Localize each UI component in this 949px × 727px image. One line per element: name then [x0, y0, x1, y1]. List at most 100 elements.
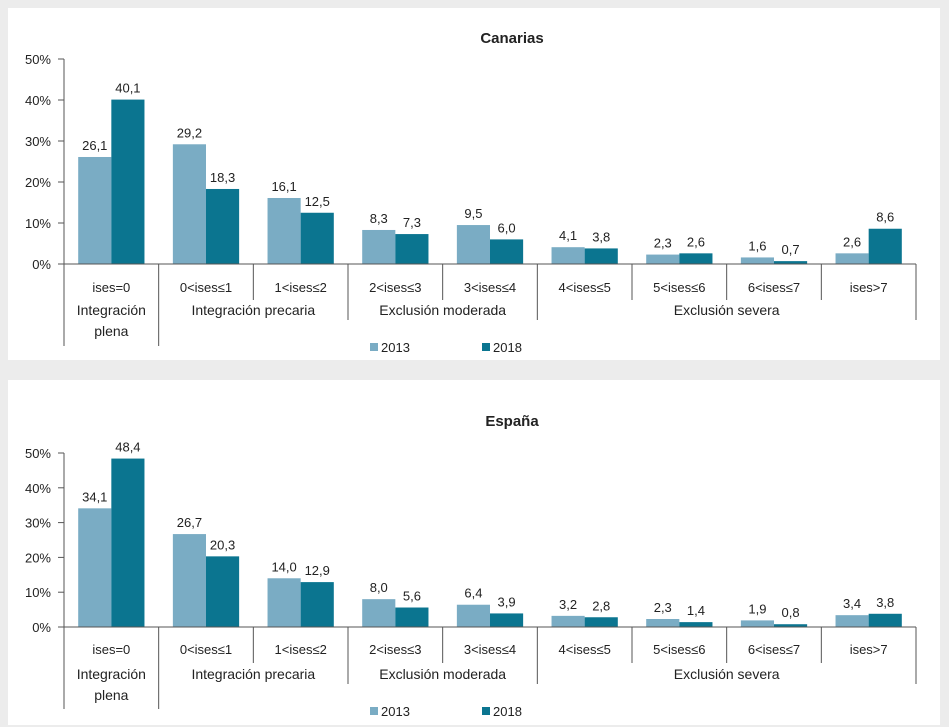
data-label: 26,7 [177, 515, 202, 530]
bar-2018 [584, 248, 618, 264]
group-label-line: plena [94, 687, 128, 703]
data-label: 0,7 [782, 242, 800, 257]
chart-panel-0: Canarias 0% 10% 20% 30% 40% 50% 26,1 29,2 16,1 8,3… [8, 8, 940, 360]
group-label: Exclusión moderada [379, 666, 506, 682]
y-tick-label: 0% [32, 257, 51, 272]
data-label: 20,3 [210, 537, 235, 552]
y-tick-label: 20% [25, 175, 51, 190]
bar-2013 [78, 156, 112, 264]
bar-2018 [584, 617, 618, 627]
x-tick-label: 6<ises≤7 [748, 280, 800, 295]
data-label: 2,3 [654, 600, 672, 615]
plot-area [8, 8, 940, 360]
bar-2013 [551, 247, 585, 264]
data-label: 48,4 [115, 440, 140, 455]
bar-2013 [172, 534, 206, 627]
y-tick-label: 30% [25, 516, 51, 531]
data-label: 1,9 [748, 601, 766, 616]
x-tick-label: 2<ises≤3 [369, 280, 421, 295]
x-tick-label: ises>7 [850, 280, 888, 295]
group-label: Exclusión severa [674, 302, 780, 318]
legend-swatch-2013 [370, 343, 378, 351]
bar-2013 [740, 620, 774, 627]
legend-label: 2013 [381, 704, 410, 719]
y-tick-label: 10% [25, 585, 51, 600]
data-label: 3,8 [876, 595, 894, 610]
x-tick-label: 4<ises≤5 [559, 280, 611, 295]
data-label: 9,5 [464, 206, 482, 221]
legend-swatch-2018 [482, 343, 490, 351]
bar-2013 [362, 229, 396, 264]
data-label: 6,0 [498, 220, 516, 235]
bar-2018 [300, 212, 334, 264]
group-label: Integración precaria [191, 302, 315, 318]
x-tick-label: 1<ises≤2 [275, 642, 327, 657]
data-label: 4,1 [559, 228, 577, 243]
group-label: Integración precaria [191, 666, 315, 682]
bar-2013 [456, 604, 490, 627]
bar-2013 [646, 254, 680, 264]
bar-2018 [679, 622, 713, 627]
data-label: 2,6 [843, 234, 861, 249]
x-tick-label: 0<ises≤1 [180, 642, 232, 657]
x-tick-label: 1<ises≤2 [275, 280, 327, 295]
y-tick-label: 50% [25, 52, 51, 67]
data-label: 2,8 [592, 598, 610, 613]
bar-2018 [111, 99, 145, 264]
data-label: 40,1 [115, 81, 140, 96]
bar-2013 [835, 253, 869, 264]
bar-2018 [395, 234, 429, 264]
bar-2018 [111, 458, 145, 627]
bar-2013 [267, 578, 301, 627]
chart-title: Canarias [480, 30, 543, 47]
x-tick-label: ises>7 [850, 642, 888, 657]
bar-2018 [490, 613, 524, 627]
chart-panel-1: España 0% 10% 20% 30% 40% 50% 34,1 26,7 14,0 8,0 6,… [8, 380, 940, 725]
x-tick-label: ises=0 [92, 280, 130, 295]
data-label: 12,5 [305, 194, 330, 209]
bar-2013 [551, 615, 585, 627]
x-tick-label: 5<ises≤6 [653, 280, 705, 295]
data-label: 3,2 [559, 597, 577, 612]
x-tick-label: 3<ises≤4 [464, 280, 516, 295]
legend-swatch-2013 [370, 707, 378, 715]
data-label: 3,8 [592, 229, 610, 244]
group-label: Integración plena [77, 666, 146, 703]
group-label-line: Integración [77, 302, 146, 318]
x-tick-label: 4<ises≤5 [559, 642, 611, 657]
y-tick-label: 40% [25, 481, 51, 496]
x-tick-label: 6<ises≤7 [748, 642, 800, 657]
legend-label: 2013 [381, 340, 410, 355]
data-label: 8,6 [876, 210, 894, 225]
data-label: 12,9 [305, 563, 330, 578]
bar-2018 [395, 607, 429, 627]
bar-2018 [206, 188, 240, 264]
y-tick-label: 0% [32, 620, 51, 635]
data-label: 1,6 [748, 238, 766, 253]
x-tick-label: 3<ises≤4 [464, 642, 516, 657]
legend-swatch-2018 [482, 707, 490, 715]
group-label: Exclusión severa [674, 666, 780, 682]
chart-title: España [485, 413, 539, 430]
data-label: 2,3 [654, 236, 672, 251]
bar-2013 [267, 197, 301, 264]
bar-2018 [774, 624, 808, 627]
y-tick-label: 20% [25, 550, 51, 565]
plot-area [8, 380, 940, 725]
group-label-line: Integración [77, 666, 146, 682]
x-tick-label: ises=0 [92, 642, 130, 657]
y-tick-label: 40% [25, 93, 51, 108]
data-label: 8,0 [370, 580, 388, 595]
data-label: 34,1 [82, 489, 107, 504]
bar-2013 [362, 599, 396, 627]
data-label: 29,2 [177, 125, 202, 140]
data-label: 3,9 [498, 594, 516, 609]
group-label-line: plena [94, 323, 128, 339]
y-tick-label: 50% [25, 446, 51, 461]
bar-2013 [78, 508, 112, 627]
x-tick-label: 2<ises≤3 [369, 642, 421, 657]
bar-2018 [490, 239, 524, 264]
bar-2013 [172, 144, 206, 264]
data-label: 7,3 [403, 215, 421, 230]
